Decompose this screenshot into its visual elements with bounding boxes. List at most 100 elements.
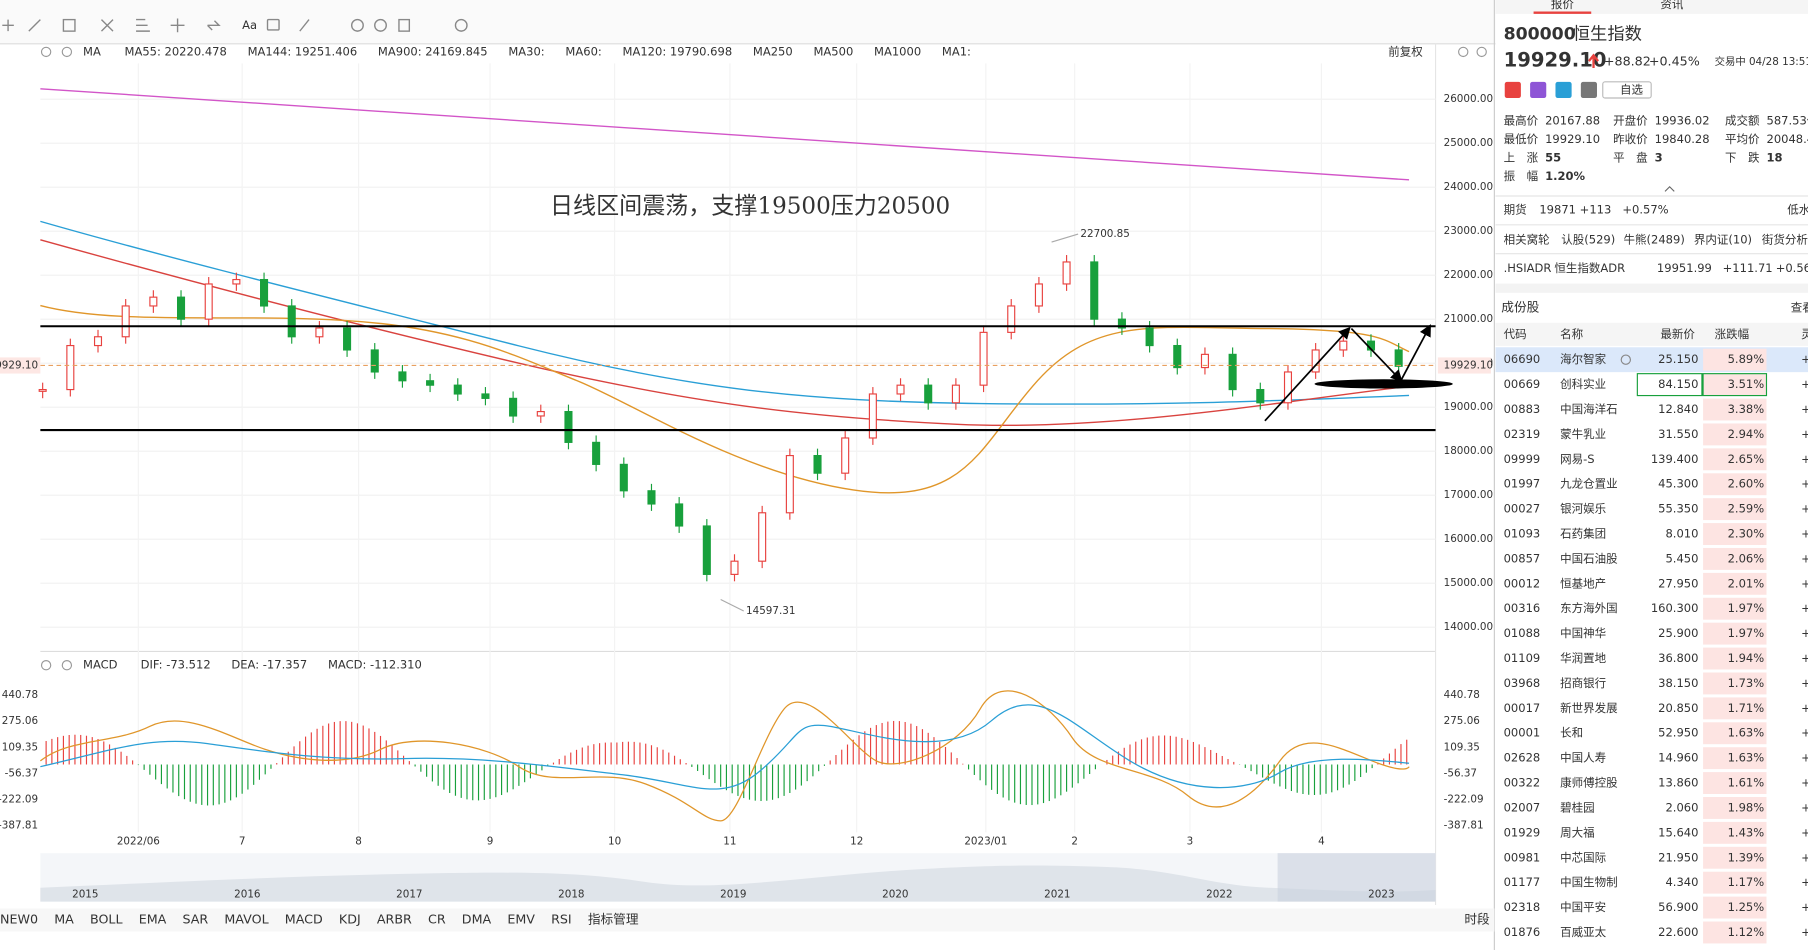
indicator-tab[interactable]: CR	[428, 912, 446, 927]
table-cell[interactable]: 银河娱乐	[1560, 502, 1607, 516]
note-tool[interactable]	[266, 18, 280, 31]
add-icon[interactable]	[1476, 46, 1487, 58]
indicator-tab[interactable]: NEW0	[0, 912, 38, 927]
info-text[interactable]: 19951.99	[1657, 261, 1712, 275]
indicator-tab[interactable]: 指标管理	[588, 912, 639, 927]
overview-window[interactable]	[1277, 853, 1436, 902]
info-text[interactable]: 低水	[1787, 202, 1808, 216]
delete-tool[interactable]	[398, 18, 411, 32]
table-cell[interactable]: 中国神华	[1560, 626, 1606, 640]
badge-icon[interactable]	[1530, 81, 1547, 98]
table-cell[interactable]: 招商银行	[1560, 676, 1606, 690]
legend-item[interactable]: MA500	[813, 44, 853, 58]
table-cell[interactable]: 碧桂园	[1560, 800, 1595, 814]
info-text[interactable]: 恒生指数ADR	[1554, 261, 1625, 275]
row-icon[interactable]	[1620, 354, 1632, 365]
table-cell[interactable]: 网易-S	[1560, 452, 1595, 466]
indicator-tab[interactable]: MACD	[285, 912, 323, 927]
table-cell[interactable]: 华润置地	[1560, 651, 1607, 665]
info-text[interactable]: +0.56%	[1776, 261, 1808, 275]
legend-item[interactable]: MA30:	[508, 44, 544, 58]
indicator-tab[interactable]: SAR	[182, 912, 208, 927]
legend-item[interactable]: MA60:	[565, 44, 601, 58]
legend-item[interactable]: MA144: 19251.406	[248, 44, 358, 58]
table-cell[interactable]: 海尔智家	[1560, 352, 1607, 366]
badge-icon[interactable]	[1555, 81, 1572, 98]
text-tool[interactable]: Aa	[242, 18, 257, 32]
legend-item[interactable]: MA55: 20220.478	[125, 44, 227, 58]
info-text[interactable]: +113	[1580, 202, 1612, 216]
legend-item[interactable]: MA1000	[874, 44, 921, 58]
time-button[interactable]: 时段	[1464, 912, 1490, 927]
indicator-tab[interactable]: KDJ	[339, 912, 361, 927]
indicator-tab[interactable]: BOLL	[90, 912, 123, 927]
settings-tool[interactable]	[454, 18, 468, 32]
legend-item[interactable]: MA250	[753, 44, 793, 58]
badge-icon[interactable]	[1580, 81, 1597, 98]
table-cell[interactable]: 中国人寿	[1560, 751, 1606, 765]
table-cell[interactable]: 东方海外国	[1560, 601, 1618, 615]
table-header[interactable]: 最新价	[1660, 327, 1695, 341]
line-tool[interactable]	[28, 19, 41, 32]
table-cell[interactable]: 长和	[1560, 726, 1583, 740]
indicator-tab[interactable]: MAVOL	[224, 912, 268, 927]
table-cell[interactable]: 中国平安	[1560, 900, 1606, 914]
table-header[interactable]: 代码	[1504, 327, 1527, 341]
indicator-tab[interactable]: RSI	[551, 912, 572, 927]
table-cell[interactable]: 恒基地产	[1560, 576, 1606, 590]
table-cell[interactable]: 新世界发展	[1560, 701, 1618, 715]
legend-item[interactable]: DEA: -17.357	[231, 658, 307, 672]
hide-tool[interactable]	[350, 18, 364, 32]
badge-icon[interactable]	[1504, 81, 1521, 98]
settings-icon[interactable]	[40, 46, 52, 58]
table-cell[interactable]: 蒙牛乳业	[1560, 427, 1606, 441]
info-text[interactable]: 街货分析	[1762, 232, 1808, 246]
table-header[interactable]: 涨跌幅	[1715, 327, 1750, 341]
pen-tool[interactable]	[299, 19, 310, 32]
info-text[interactable]: 牛熊(2489)	[1624, 232, 1685, 246]
table-cell[interactable]: 创科实业	[1560, 377, 1606, 391]
rect-tool[interactable]	[62, 18, 76, 32]
table-cell[interactable]: 中国石油股	[1560, 551, 1618, 565]
info-text[interactable]: 19871	[1539, 202, 1576, 216]
cross-tool[interactable]	[100, 19, 114, 32]
view-link[interactable]: 查看	[1791, 300, 1808, 314]
minimize-icon[interactable]	[1458, 46, 1469, 58]
legend-item[interactable]: MACD: -112.310	[328, 658, 422, 672]
legend-item[interactable]: MA120: 19790.698	[623, 44, 733, 58]
indicator-tab[interactable]: EMA	[139, 912, 167, 927]
indicator-tab[interactable]: DMA	[462, 912, 492, 927]
panel-tab[interactable]: 资讯	[1660, 0, 1684, 11]
table-cell[interactable]: 九龙仓置业	[1560, 477, 1618, 491]
settings-icon[interactable]	[40, 660, 52, 671]
watch-button[interactable]	[1602, 81, 1652, 99]
info-text[interactable]: +111.71	[1723, 261, 1773, 275]
table-cell[interactable]: 康师傅控股	[1560, 776, 1618, 790]
indicator-tab[interactable]: EMV	[507, 912, 535, 927]
legend-item[interactable]: MA900: 24169.845	[378, 44, 488, 58]
indicator-tab[interactable]: ARBR	[377, 912, 412, 927]
info-text[interactable]: +0.57%	[1622, 202, 1668, 216]
info-text[interactable]: 界内证(10)	[1694, 232, 1752, 246]
measure-tool[interactable]	[170, 18, 185, 33]
lock-tool[interactable]	[374, 18, 387, 32]
legend-item[interactable]: DIF: -73.512	[141, 658, 211, 672]
collapse-icon[interactable]	[1664, 185, 1675, 192]
undo-tool[interactable]	[207, 20, 221, 31]
adjust-mode[interactable]: 前复权	[1388, 44, 1423, 58]
close-icon[interactable]	[61, 46, 73, 58]
legend-item[interactable]: MA1:	[942, 44, 971, 58]
table-cell[interactable]: 百威亚太	[1560, 925, 1607, 939]
table-cell[interactable]: 中芯国际	[1560, 850, 1606, 864]
panel-tab[interactable]: 报价	[1551, 0, 1575, 11]
table-header[interactable]: 灵	[1801, 327, 1808, 341]
fib-tool[interactable]	[136, 18, 150, 32]
table-cell[interactable]: 中国海洋石	[1560, 402, 1618, 416]
table-cell[interactable]: 中国生物制	[1560, 875, 1618, 889]
table-cell[interactable]: 周大福	[1560, 825, 1595, 839]
table-header[interactable]: 名称	[1560, 327, 1584, 341]
info-text[interactable]: 认股(529)	[1561, 232, 1615, 246]
crosshair-tool[interactable]	[2, 19, 14, 32]
table-cell[interactable]: 石药集团	[1560, 527, 1606, 541]
close-icon[interactable]	[61, 660, 73, 671]
